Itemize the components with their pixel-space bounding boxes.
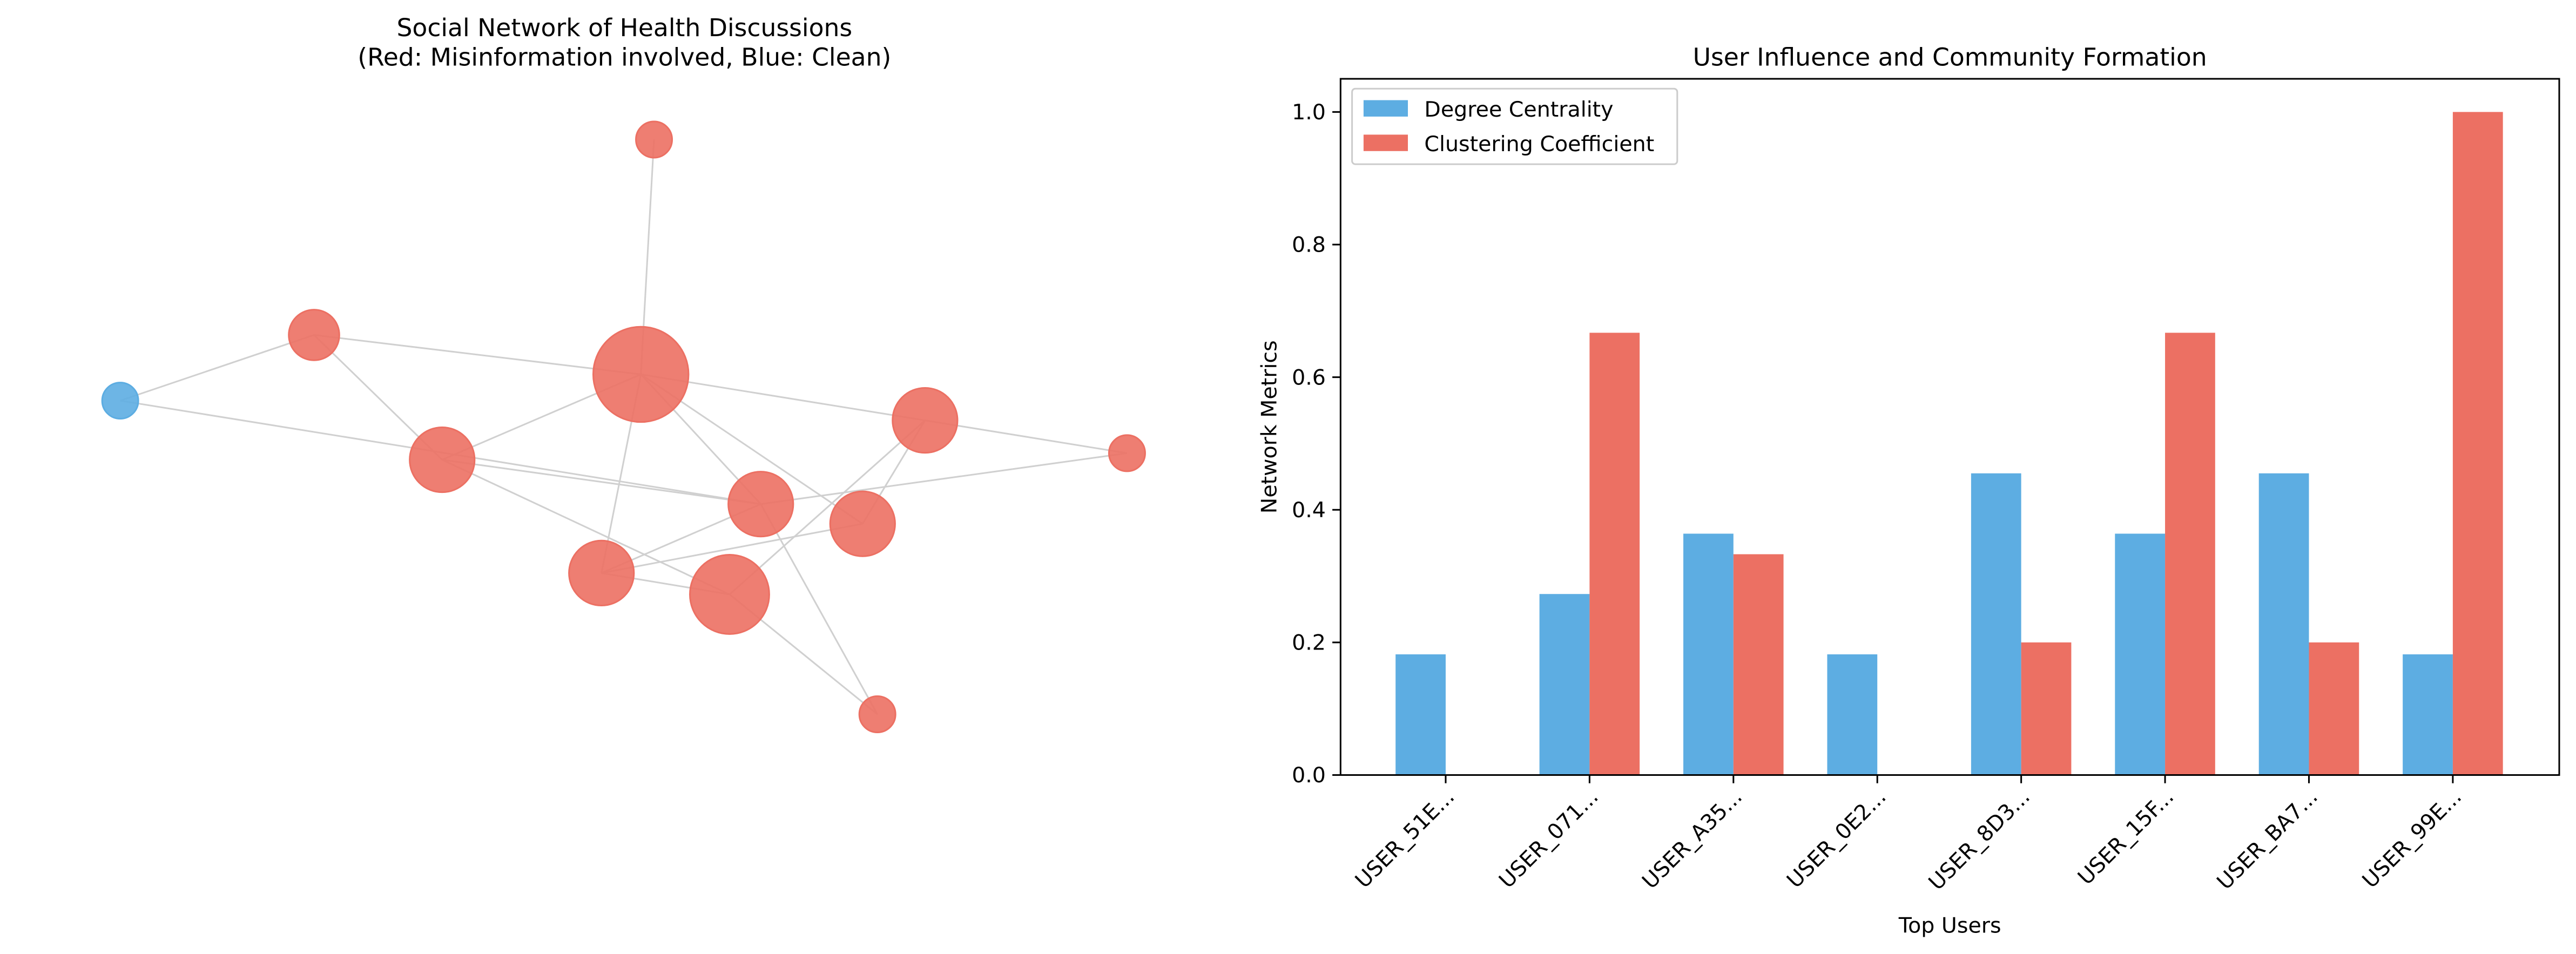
network-title-line1: Social Network of Health Discussions bbox=[396, 13, 852, 42]
network-node-misinformation bbox=[829, 490, 896, 557]
bar-clustering-7 bbox=[2452, 112, 2503, 775]
x-tick-label: USER_0E2... bbox=[1782, 784, 1891, 894]
network-node-misinformation bbox=[409, 426, 476, 493]
bar-marks bbox=[1395, 112, 2503, 775]
bar-degree-6 bbox=[2258, 473, 2309, 775]
y-tick-label: 0.2 bbox=[1292, 631, 1326, 655]
bar-degree-3 bbox=[1827, 654, 1878, 775]
y-axis: 0.0 0.2 0.4 0.6 0.8 1.0 bbox=[1292, 100, 1341, 788]
network-edge bbox=[729, 420, 926, 596]
x-axis: USER_51E... USER_071... USER_A35... USER_0E… bbox=[1351, 775, 2467, 895]
network-edge bbox=[120, 334, 314, 402]
network-node-misinformation bbox=[288, 309, 340, 361]
bar-clustering-2 bbox=[1733, 554, 1784, 775]
y-tick-label: 0.4 bbox=[1292, 498, 1326, 523]
x-tick-label: USER_A35... bbox=[1637, 784, 1747, 894]
bar-chart-panel: User Influence and Community Formation 0… bbox=[1257, 43, 2560, 938]
legend-swatch-degree bbox=[1363, 100, 1408, 117]
y-axis-label: Network Metrics bbox=[1257, 340, 1282, 513]
legend: Degree Centrality Clustering Coefficient bbox=[1351, 87, 1678, 165]
bar-clustering-4 bbox=[2021, 642, 2072, 775]
legend-box bbox=[1351, 87, 1678, 165]
bar-degree-2 bbox=[1683, 533, 1734, 775]
y-tick-label: 1.0 bbox=[1292, 100, 1326, 125]
x-tick-label: USER_071... bbox=[1494, 784, 1603, 894]
network-nodes bbox=[101, 120, 1146, 733]
network-title-line2: (Red: Misinformation involved, Blue: Cle… bbox=[358, 43, 891, 72]
x-axis-label: Top Users bbox=[1898, 913, 2001, 938]
network-node-misinformation bbox=[568, 539, 635, 607]
y-tick-label: 0.6 bbox=[1292, 365, 1326, 390]
bar-clustering-6 bbox=[2309, 642, 2359, 775]
bar-chart-title: User Influence and Community Formation bbox=[1693, 43, 2207, 72]
legend-label-degree: Degree Centrality bbox=[1424, 97, 1613, 122]
network-edge bbox=[925, 420, 1128, 454]
bar-clustering-1 bbox=[1589, 333, 1640, 775]
network-panel: Social Network of Health Discussions (Re… bbox=[101, 13, 1146, 733]
bar-degree-4 bbox=[1971, 473, 2021, 775]
x-tick-label: USER_15F... bbox=[2073, 784, 2179, 890]
axes-frame bbox=[1339, 78, 2560, 776]
network-edge bbox=[314, 334, 641, 375]
network-node-clean bbox=[101, 382, 139, 420]
network-edge bbox=[442, 459, 730, 596]
network-node-misinformation bbox=[727, 471, 794, 538]
network-node-misinformation bbox=[858, 695, 896, 733]
bar-degree-5 bbox=[2115, 533, 2166, 775]
network-edge bbox=[601, 523, 863, 574]
x-tick-label: USER_8D3... bbox=[1924, 784, 2034, 895]
network-node-misinformation bbox=[1108, 434, 1146, 472]
network-node-misinformation bbox=[635, 120, 673, 159]
x-tick-label: USER_51E... bbox=[1351, 784, 1460, 894]
x-tick-label: USER_BA7... bbox=[2212, 784, 2322, 895]
bar-degree-0 bbox=[1395, 654, 1446, 775]
legend-label-clustering: Clustering Coefficient bbox=[1424, 132, 1654, 157]
network-node-misinformation bbox=[689, 554, 770, 635]
bar-degree-7 bbox=[2403, 654, 2453, 775]
legend-swatch-clustering bbox=[1363, 134, 1408, 151]
network-edge bbox=[442, 459, 761, 505]
network-node-misinformation bbox=[892, 387, 959, 454]
network-node-misinformation bbox=[592, 326, 690, 423]
y-tick-label: 0.8 bbox=[1292, 233, 1326, 258]
y-tick-label: 0.0 bbox=[1292, 763, 1326, 788]
bar-degree-1 bbox=[1539, 594, 1590, 775]
x-tick-label: USER_99E... bbox=[2358, 784, 2467, 894]
network-edge bbox=[760, 452, 1128, 505]
network-edges bbox=[120, 139, 1128, 715]
bar-clustering-5 bbox=[2165, 333, 2215, 775]
